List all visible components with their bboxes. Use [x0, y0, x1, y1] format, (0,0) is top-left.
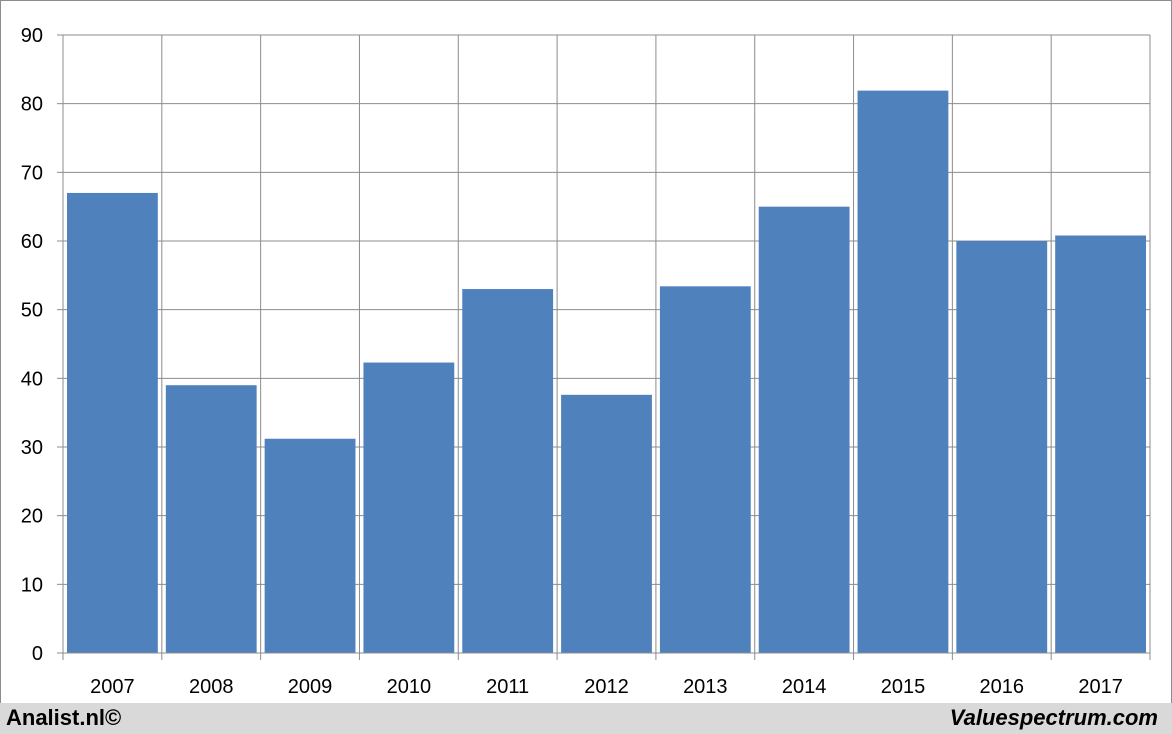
- bar-2015: [857, 90, 949, 654]
- y-tick-label: 10: [21, 574, 43, 596]
- x-tick-label: 2007: [90, 676, 135, 698]
- x-tick-label: 2014: [782, 676, 827, 698]
- bar-2017: [1055, 235, 1146, 654]
- y-tick-label: 90: [21, 25, 43, 47]
- y-tick-label: 50: [21, 300, 43, 322]
- x-tick-label: 2010: [387, 676, 432, 698]
- x-tick-label: 2015: [881, 676, 926, 698]
- axes: [57, 34, 1151, 660]
- valuespectrum-credit: Valuespectrum.com: [949, 705, 1158, 730]
- y-tick-labels: 0 10 20 30 40 50 60 70 80 90: [21, 25, 43, 665]
- bar-2013: [659, 286, 751, 653]
- y-tick-label: 80: [21, 94, 43, 116]
- x-tick-label: 2013: [683, 676, 728, 698]
- bar-2012: [561, 394, 652, 653]
- y-tick-label: 20: [21, 506, 43, 528]
- x-tick-label: 2017: [1078, 676, 1123, 698]
- x-tick-label: 2008: [189, 676, 234, 698]
- bar-2008: [165, 385, 257, 653]
- bar-2011: [462, 289, 554, 653]
- bar-2007: [67, 192, 158, 653]
- bar-2014: [758, 206, 850, 653]
- x-tick-label: 2012: [584, 676, 629, 698]
- y-tick-label: 40: [21, 368, 43, 390]
- bar-2010: [363, 362, 455, 653]
- x-tick-labels: 2007 2008 2009 2010 2011 2012 2013 2014 2015 2016…: [90, 676, 1123, 698]
- analist-credit: Analist.nl©: [6, 705, 122, 730]
- chart-frame: 0 10 20 30 40 50 60 70 80 90 2007 2008 2009 2010 2011…: [0, 0, 1172, 704]
- x-tick-label: 2011: [486, 676, 529, 698]
- footer-bar: Analist.nl© Valuespectrum.com: [0, 703, 1172, 734]
- x-tick-label: 2016: [980, 676, 1025, 698]
- y-tick-label: 70: [21, 162, 43, 184]
- y-tick-label: 30: [21, 437, 43, 459]
- bar-chart: 0 10 20 30 40 50 60 70 80 90 2007 2008 2009 2010 2011…: [21, 25, 1151, 698]
- y-tick-label: 60: [21, 231, 43, 253]
- bar-2009: [264, 438, 356, 653]
- y-tick-label: 0: [32, 643, 43, 665]
- bar-2016: [956, 241, 1048, 653]
- bars: [67, 90, 1146, 654]
- x-tick-label: 2009: [288, 676, 333, 698]
